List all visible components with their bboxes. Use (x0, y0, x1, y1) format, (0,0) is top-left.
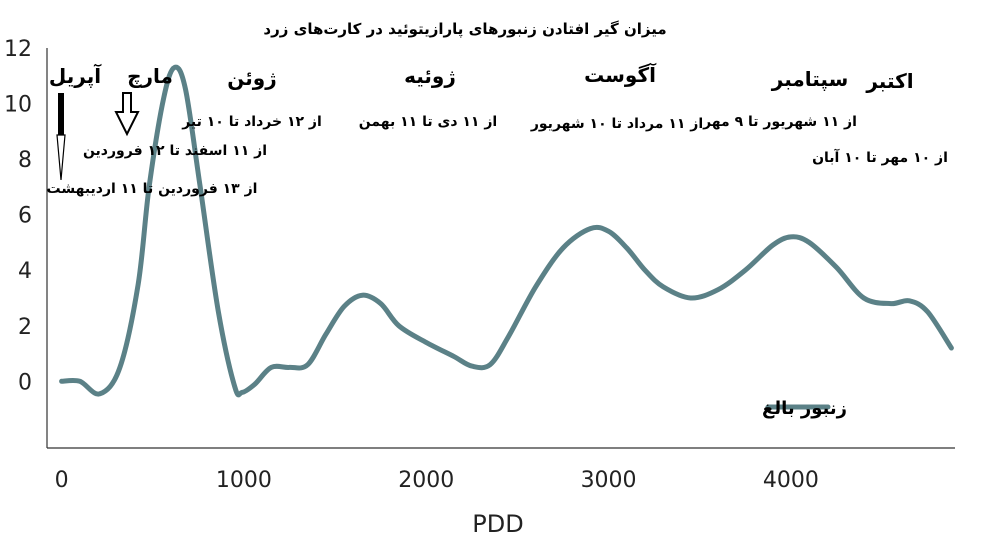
y-tick-label: 10 (4, 93, 32, 118)
legend-label: زنبور بالغ (762, 398, 847, 419)
y-tick-label: 8 (18, 148, 32, 173)
range-label-april: از ۱۳ فروردین تا ۱۱ اردیبهشت (47, 181, 258, 197)
y-tick-label: 4 (18, 259, 32, 284)
x-tick-label: 0 (55, 468, 69, 493)
x-tick-label: 1000 (216, 468, 272, 493)
range-label-september: از ۱۱ شهریور تا ۹ مهر (702, 114, 857, 130)
x-tick-label: 3000 (581, 468, 637, 493)
month-label-june: ژوئن (227, 66, 276, 90)
range-label-june: از ۱۲ خرداد تا ۱۰ تیر (181, 114, 322, 130)
range-label-march: از ۱۱ اسفند تا ۱۲ فروردین (83, 143, 267, 159)
month-label-september: سپتامبر (771, 67, 849, 92)
series-line-adult-wasp (59, 64, 954, 398)
legend: زنبور بالغ (762, 398, 847, 419)
chart-title: میزان گیر افتادن زنبورهای پارازیتوئید در… (263, 20, 666, 39)
y-tick-label: 12 (4, 37, 32, 62)
month-label-march: مارچ (127, 64, 173, 89)
arrow-down-hollow-icon (114, 92, 140, 137)
x-axis-label: PDD (472, 510, 523, 538)
arrow-down-solid-icon (56, 93, 66, 181)
range-label-october: از ۱۰ مهر تا ۱۰ آبان (812, 148, 948, 166)
month-label-october: اکتبر (865, 69, 913, 93)
y-tick-labels: 12 10 8 6 4 2 0 (4, 37, 32, 395)
range-label-august: از ۱۱ مرداد تا ۱۰ شهریور (530, 116, 703, 132)
x-tick-label: 4000 (763, 468, 819, 493)
y-tick-label: 2 (18, 315, 32, 340)
month-label-april: آپریل (49, 63, 102, 89)
month-label-august: آگوست (584, 62, 657, 87)
x-tick-label: 2000 (398, 468, 454, 493)
y-tick-label: 0 (18, 370, 32, 395)
x-tick-labels: 0 1000 2000 3000 4000 (55, 468, 819, 493)
y-tick-label: 6 (18, 204, 32, 229)
month-label-july: ژوئیه (404, 64, 456, 88)
range-label-july: از ۱۱ دی تا ۱۱ بهمن (359, 114, 497, 130)
